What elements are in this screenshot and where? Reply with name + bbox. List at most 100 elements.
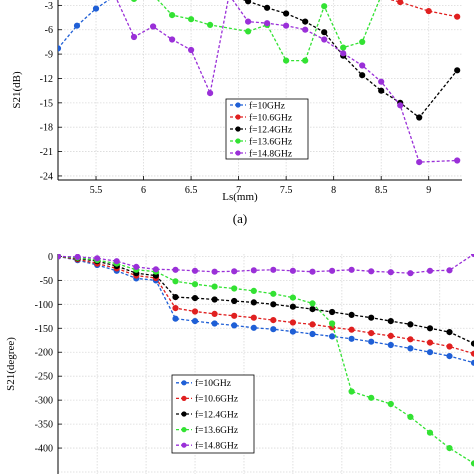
legend: f=10GHzf=10.6GHzf=12.4GHzf=13.6GHzf=14.8… (171, 374, 255, 454)
legend-marker (235, 102, 241, 108)
data-point (270, 266, 277, 273)
data-point (387, 318, 394, 325)
data-point (387, 269, 394, 276)
data-point (426, 349, 434, 356)
legend-label: f=13.6GHz (249, 136, 292, 147)
series-line (58, 255, 474, 464)
data-point (425, 8, 432, 15)
data-point (454, 67, 461, 74)
data-point (250, 287, 257, 294)
x-tick-label: 5.5 (90, 185, 103, 196)
y-tick-label: -15 (40, 98, 53, 109)
data-point (270, 326, 277, 333)
plot-area (58, 0, 461, 166)
data-point (359, 62, 366, 69)
data-point (329, 333, 336, 340)
data-point (264, 20, 271, 27)
data-point (94, 255, 101, 262)
data-point (231, 297, 238, 305)
x-tick-label: 6 (141, 185, 146, 196)
data-point (250, 314, 257, 321)
x-tick-label: 9 (426, 185, 431, 196)
x-tick-label: 7 (236, 185, 241, 196)
y-tick-label: -50 (40, 276, 53, 287)
series-line (58, 254, 474, 274)
x-tick-label: 8.5 (375, 185, 388, 196)
data-point (348, 266, 355, 273)
data-point (250, 299, 257, 306)
data-point (426, 339, 434, 346)
data-point (172, 315, 179, 322)
data-point (245, 28, 252, 35)
y-tick-label: -200 (35, 348, 53, 359)
data-point (211, 268, 218, 275)
data-point (172, 266, 179, 273)
y-tick-label: -250 (35, 372, 53, 383)
legend-marker (181, 411, 187, 417)
data-point (211, 320, 218, 327)
data-point (302, 18, 309, 25)
data-point (73, 22, 81, 29)
grid (58, 254, 474, 474)
data-point (309, 306, 316, 313)
y-tick-label: -12 (40, 74, 53, 85)
data-point (340, 50, 347, 57)
y-tick-label: 0 (48, 252, 53, 263)
data-point (270, 317, 277, 324)
data-point (231, 322, 238, 329)
data-point (321, 3, 328, 10)
data-point (426, 267, 434, 274)
x-axis-title: Ls(mm) (222, 191, 258, 203)
data-point (340, 44, 347, 51)
legend-label: f=12.4GHz (249, 124, 292, 135)
data-point (348, 311, 355, 318)
data-point (387, 341, 394, 349)
data-point (309, 268, 316, 275)
data-point (283, 22, 290, 29)
data-point (302, 57, 309, 64)
data-point (211, 283, 218, 290)
legend-label: f=10.6GHz (249, 112, 292, 123)
data-point (58, 254, 62, 260)
data-point (231, 285, 238, 292)
data-point (302, 26, 309, 33)
data-point (407, 345, 414, 352)
data-point (169, 12, 176, 19)
data-point (172, 278, 179, 285)
data-point (397, 102, 404, 109)
y-tick-label: -400 (35, 444, 53, 455)
data-point (329, 308, 336, 316)
y-tick-label: -100 (35, 300, 53, 311)
data-point (245, 18, 252, 25)
series-line (242, 0, 458, 119)
legend-marker (235, 150, 241, 156)
y-tick-label: -6 (45, 25, 53, 36)
data-point (321, 36, 328, 43)
data-point (309, 300, 316, 307)
data-point (191, 281, 199, 288)
y-tick-label: -9 (45, 50, 53, 61)
y-tick-label: -150 (35, 324, 53, 335)
data-point (321, 29, 328, 36)
x-tick-label: 7.5 (280, 185, 293, 196)
data-point (407, 270, 414, 277)
data-point (172, 305, 179, 312)
data-point (191, 295, 199, 302)
data-point (416, 114, 423, 121)
data-point (250, 267, 257, 274)
legend-marker (235, 126, 241, 132)
data-point (426, 429, 434, 436)
data-point (289, 267, 296, 274)
data-point (270, 290, 277, 297)
series-line (58, 255, 474, 364)
data-point (211, 296, 218, 303)
data-point (446, 267, 453, 274)
y-tick-label: -24 (40, 171, 53, 182)
data-point (348, 335, 355, 342)
data-point (169, 36, 176, 43)
legend: f=10GHzf=10.6GHzf=12.4GHzf=13.6GHzf=14.8… (225, 98, 309, 160)
data-point (270, 301, 277, 308)
series-line (116, 0, 458, 163)
data-point (283, 57, 290, 64)
data-point (348, 326, 355, 333)
